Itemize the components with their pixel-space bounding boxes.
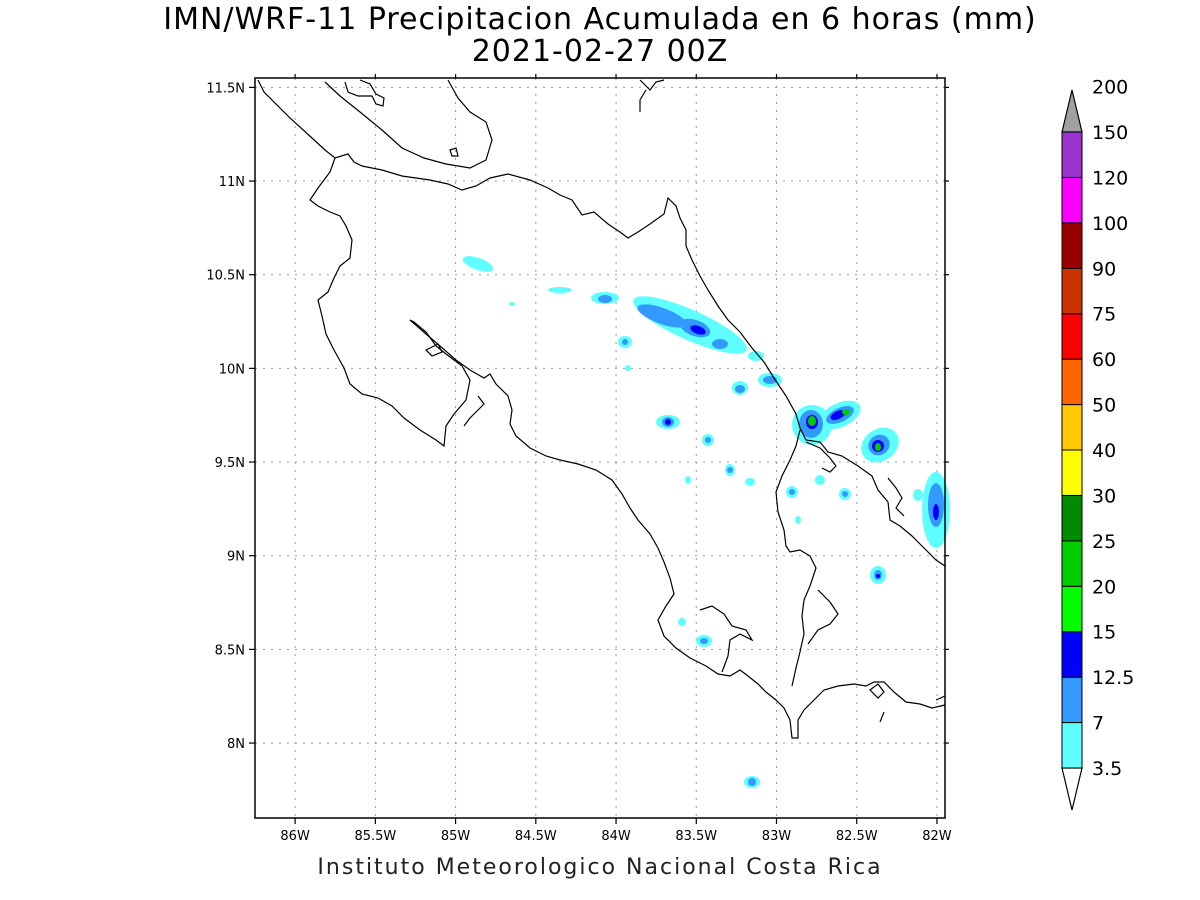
lat-tick-label: 11N [219,175,245,190]
lat-tick-label: 8.5N [215,643,245,658]
lat-tick-label: 11.5N [206,81,245,96]
footer-credit: Instituto Meteorologico Nacional Costa R… [317,855,883,880]
colorbar-segment [1061,404,1083,451]
colorbar-segment [1061,631,1083,678]
map-frame [254,77,946,819]
colorbar-segment [1061,358,1083,406]
lon-tick-label: 82W [922,829,952,844]
colorbar-top-arrow [1061,89,1083,133]
colorbar-segment [1061,267,1083,315]
coastlines-and-borders [257,79,946,739]
colorbar-segment [1061,131,1083,178]
colorbar-segment [1061,585,1083,633]
colorbar-segment [1061,176,1083,224]
colorbar-label: 120 [1092,167,1128,189]
lat-tick-label: 10.5N [206,269,245,284]
lat-tick-label: 10N [219,362,245,377]
colorbar-label: 15 [1092,622,1116,644]
colorbar-label: 100 [1092,213,1128,235]
colorbar-label: 50 [1092,395,1116,417]
colorbar-label: 40 [1092,440,1116,462]
colorbar-label: 30 [1092,485,1116,507]
lon-tick-label: 85W [441,829,471,844]
colorbar-segment [1061,222,1083,269]
colorbar-segment [1061,676,1083,724]
lat-tick-label: 8N [227,737,245,752]
colorbar-segment [1061,494,1083,542]
colorbar-label: 20 [1092,576,1116,598]
colorbar-label: 90 [1092,258,1116,280]
colorbar-label: 60 [1092,349,1116,371]
lon-tick-label: 83.5W [675,829,717,844]
lon-tick-label: 84W [601,829,631,844]
colorbar-label: 75 [1092,304,1116,326]
grid-lines [255,78,945,818]
colorbar-label: 3.5 [1092,758,1122,780]
colorbar-segment [1061,313,1083,360]
colorbar-segment [1061,722,1083,769]
lon-tick-label: 83W [762,829,792,844]
colorbar-label: 7 [1092,713,1104,735]
map-valid-time: 2021-02-27 00Z [471,34,729,69]
lon-tick-label: 85.5W [354,829,396,844]
lon-tick-label: 86W [280,829,310,844]
colorbar-label: 200 [1092,77,1128,99]
lat-tick-label: 9.5N [215,456,245,471]
colorbar-segment [1061,540,1083,587]
colorbar: 3.5 7 12.5 15 20 25 30 40 50 60 75 90 100 120 150 200 [1061,77,1134,811]
lon-tick-label: 82.5W [836,829,878,844]
axis-ticks: 86W 85.5W 85W 84.5W 84W 83.5W 83W 82.5W 82W 11.5N… [206,74,952,844]
colorbar-segment [1061,449,1083,496]
colorbar-bottom-arrow [1061,767,1083,811]
lat-tick-label: 9N [227,550,245,565]
map-title: IMN/WRF-11 Precipitacion Acumulada en 6 … [163,2,1037,37]
colorbar-label: 150 [1092,122,1128,144]
colorbar-label: 12.5 [1092,667,1134,689]
precipitation-field [462,256,950,788]
lon-tick-label: 84.5W [515,829,557,844]
colorbar-label: 25 [1092,531,1116,553]
